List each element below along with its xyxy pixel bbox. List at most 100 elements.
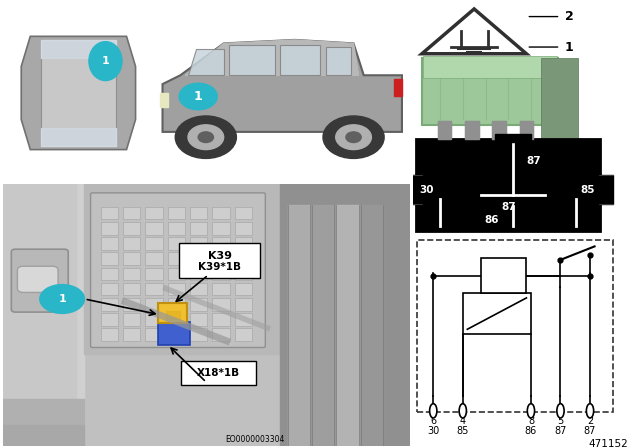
Bar (100, 222, 118, 234)
Text: K39: K39 (208, 251, 232, 261)
Bar (123, 237, 140, 250)
Polygon shape (3, 184, 76, 446)
Polygon shape (228, 45, 275, 75)
Text: 8: 8 (528, 416, 534, 426)
Circle shape (323, 116, 384, 159)
Bar (190, 207, 207, 220)
Polygon shape (186, 40, 358, 75)
Bar (145, 267, 163, 280)
Text: X18*1B: X18*1B (197, 368, 240, 378)
Text: 85: 85 (580, 185, 595, 195)
Text: 6: 6 (430, 416, 436, 426)
Bar (145, 252, 163, 265)
Text: 5: 5 (557, 416, 564, 426)
Polygon shape (163, 40, 402, 132)
Polygon shape (599, 175, 612, 204)
Polygon shape (410, 175, 422, 204)
Bar (235, 222, 252, 234)
Polygon shape (21, 36, 136, 150)
Bar (100, 207, 118, 220)
Text: 86: 86 (484, 215, 499, 224)
Bar (212, 313, 230, 326)
Text: 1: 1 (58, 294, 66, 304)
Circle shape (336, 125, 371, 150)
Bar (123, 222, 140, 234)
Bar (190, 222, 207, 234)
Polygon shape (166, 311, 180, 319)
Text: K39*1B: K39*1B (198, 262, 241, 272)
Bar (100, 298, 118, 310)
Circle shape (89, 42, 122, 81)
Bar (145, 298, 163, 310)
Circle shape (179, 83, 218, 110)
Text: 4: 4 (460, 416, 466, 426)
Circle shape (188, 125, 223, 150)
Text: 1: 1 (194, 90, 202, 103)
Polygon shape (465, 121, 479, 139)
Bar (145, 237, 163, 250)
Circle shape (586, 404, 594, 418)
FancyBboxPatch shape (180, 361, 257, 385)
Text: EO0000003304: EO0000003304 (225, 435, 285, 444)
Text: 87: 87 (584, 426, 596, 436)
Circle shape (557, 404, 564, 418)
Bar (235, 328, 252, 341)
Bar (235, 313, 252, 326)
Bar (145, 283, 163, 295)
Bar (168, 222, 185, 234)
Bar (235, 252, 252, 265)
Text: 85: 85 (456, 426, 469, 436)
Circle shape (198, 132, 214, 142)
FancyBboxPatch shape (423, 56, 557, 78)
Polygon shape (3, 184, 84, 446)
Bar (235, 237, 252, 250)
Bar (212, 207, 230, 220)
Text: 87: 87 (501, 202, 516, 212)
Polygon shape (41, 58, 116, 128)
Polygon shape (312, 205, 335, 446)
Bar (100, 267, 118, 280)
Text: 30: 30 (419, 185, 434, 195)
Bar (212, 252, 230, 265)
Polygon shape (3, 399, 84, 446)
Bar (123, 207, 140, 220)
Polygon shape (438, 121, 451, 139)
Polygon shape (495, 134, 531, 142)
Bar (168, 207, 185, 220)
Text: 2: 2 (565, 10, 574, 23)
Bar (190, 313, 207, 326)
Polygon shape (361, 205, 383, 446)
Bar (417, 240, 612, 412)
Text: 1: 1 (565, 40, 574, 54)
Polygon shape (394, 79, 402, 96)
Bar (235, 283, 252, 295)
Bar (168, 267, 185, 280)
Bar (123, 298, 140, 310)
Polygon shape (84, 184, 280, 354)
Bar (190, 237, 207, 250)
Bar (100, 252, 118, 265)
Bar (168, 328, 185, 341)
Bar (190, 298, 207, 310)
Bar (212, 222, 230, 234)
FancyBboxPatch shape (12, 249, 68, 312)
Text: 86: 86 (525, 426, 537, 436)
Bar (212, 298, 230, 310)
Circle shape (346, 132, 361, 142)
Circle shape (459, 404, 467, 418)
Bar (168, 252, 185, 265)
Bar (168, 237, 185, 250)
Bar (481, 258, 527, 293)
Bar (190, 328, 207, 341)
Bar (145, 313, 163, 326)
Polygon shape (188, 49, 223, 75)
FancyBboxPatch shape (541, 58, 577, 146)
Bar (235, 298, 252, 310)
Polygon shape (160, 93, 168, 107)
Circle shape (40, 284, 84, 314)
FancyBboxPatch shape (157, 322, 189, 345)
Bar (123, 328, 140, 341)
Bar (100, 237, 118, 250)
Polygon shape (280, 184, 410, 446)
Polygon shape (520, 121, 533, 139)
